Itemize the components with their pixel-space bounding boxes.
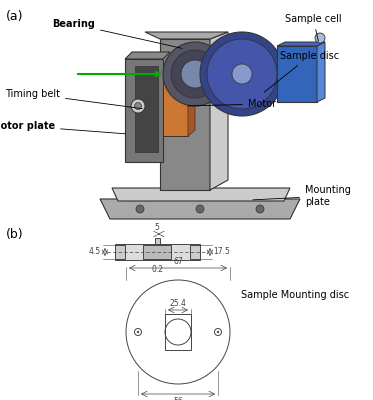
- Circle shape: [315, 33, 325, 43]
- Polygon shape: [188, 70, 195, 136]
- Circle shape: [136, 205, 144, 213]
- Text: 0.2: 0.2: [151, 265, 163, 274]
- Polygon shape: [163, 76, 188, 136]
- Text: Sample disc: Sample disc: [264, 51, 339, 92]
- Polygon shape: [160, 39, 210, 190]
- Polygon shape: [115, 245, 125, 259]
- Polygon shape: [135, 66, 158, 152]
- Polygon shape: [145, 32, 228, 39]
- Polygon shape: [100, 199, 300, 219]
- Polygon shape: [155, 238, 160, 244]
- Text: 25.4: 25.4: [170, 299, 186, 308]
- Text: Bearing: Bearing: [52, 19, 182, 48]
- Text: 5: 5: [154, 223, 159, 232]
- Polygon shape: [190, 245, 200, 259]
- Text: Sample Mounting disc: Sample Mounting disc: [241, 290, 349, 300]
- Circle shape: [163, 42, 227, 106]
- Circle shape: [196, 205, 204, 213]
- Text: (b): (b): [6, 228, 23, 241]
- Circle shape: [217, 331, 219, 333]
- Text: 4.5: 4.5: [89, 248, 101, 256]
- Polygon shape: [125, 52, 170, 59]
- Polygon shape: [125, 59, 163, 162]
- Polygon shape: [277, 42, 325, 46]
- Text: 56: 56: [173, 397, 183, 400]
- Circle shape: [135, 102, 141, 110]
- Polygon shape: [143, 245, 171, 259]
- Polygon shape: [163, 70, 195, 76]
- Circle shape: [171, 50, 219, 98]
- Circle shape: [256, 205, 264, 213]
- Text: Mounting
plate: Mounting plate: [253, 185, 351, 207]
- Text: 67: 67: [173, 257, 183, 266]
- Text: Timing belt: Timing belt: [5, 89, 142, 109]
- Text: Motor: Motor: [188, 99, 276, 109]
- Polygon shape: [277, 46, 317, 102]
- Text: (a): (a): [6, 10, 23, 23]
- Circle shape: [181, 60, 209, 88]
- Polygon shape: [317, 42, 325, 102]
- Circle shape: [131, 99, 145, 113]
- Circle shape: [207, 39, 277, 109]
- Circle shape: [137, 331, 139, 333]
- Text: Motor plate: Motor plate: [0, 121, 125, 134]
- Text: Sample cell: Sample cell: [285, 14, 342, 41]
- Circle shape: [200, 32, 284, 116]
- Polygon shape: [210, 32, 228, 190]
- Polygon shape: [112, 188, 290, 201]
- Circle shape: [232, 64, 252, 84]
- Text: 17.5: 17.5: [214, 248, 231, 256]
- Polygon shape: [115, 244, 200, 260]
